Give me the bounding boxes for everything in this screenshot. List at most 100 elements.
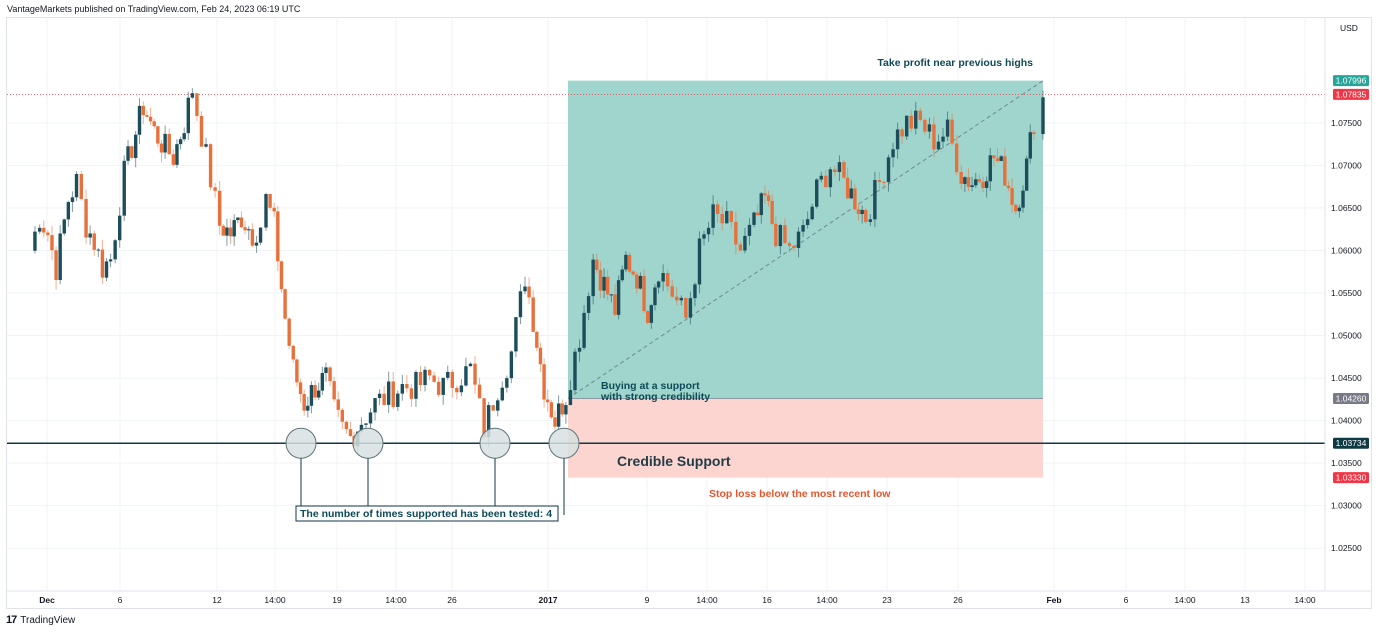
candle-body: [763, 193, 767, 196]
candle-down: [535, 330, 539, 352]
candle-up: [309, 381, 314, 414]
candle-body: [684, 297, 688, 318]
candle-body: [1003, 156, 1007, 186]
candlestick-chart[interactable]: The number of times supported has been t…: [7, 18, 1371, 608]
candle-body: [774, 223, 778, 247]
candle-up: [556, 395, 561, 431]
candle-body: [500, 387, 504, 401]
candle-down: [418, 366, 423, 392]
support-test-circle: [352, 427, 384, 459]
trade-zones: [7, 80, 1325, 478]
candle-down: [642, 268, 646, 313]
candle-up: [1041, 90, 1045, 140]
candle-body: [167, 133, 171, 155]
candle-body: [283, 289, 287, 319]
candle-down: [195, 93, 199, 121]
candle-body: [697, 238, 702, 285]
candle-up: [258, 227, 263, 246]
candle-body: [824, 175, 828, 188]
candle-up: [796, 227, 801, 258]
candle-up: [586, 292, 591, 321]
candle-body: [62, 219, 66, 234]
candle-body: [613, 294, 617, 315]
candle-up: [523, 276, 527, 295]
candle-down: [774, 216, 778, 248]
candle-body: [977, 179, 982, 182]
candle-body: [873, 180, 877, 220]
candle-down: [250, 223, 255, 248]
candle-body: [766, 195, 771, 201]
candle-body: [624, 254, 628, 270]
currency-label: USD: [1340, 23, 1358, 33]
candle-up: [459, 379, 464, 397]
candle-up: [970, 176, 974, 192]
candle-body: [364, 423, 368, 425]
candle-body: [104, 261, 109, 278]
brand-name: TradingView: [20, 614, 76, 626]
support-test-circle: [479, 427, 511, 459]
candle-up: [117, 207, 122, 248]
candle-up: [163, 125, 167, 159]
candle-down: [763, 185, 767, 204]
candle-body: [46, 232, 50, 236]
candle-body: [382, 393, 386, 405]
candle-up: [688, 291, 693, 325]
candle-body: [313, 385, 317, 398]
candle-down: [298, 379, 303, 403]
candle-down: [268, 193, 272, 211]
candle-body: [984, 181, 989, 188]
candle-body: [309, 385, 314, 406]
candle-up: [377, 389, 382, 406]
candle-up: [126, 140, 130, 165]
candle-up: [232, 214, 236, 246]
candle-body: [531, 297, 535, 332]
candle-up: [104, 258, 109, 282]
candle-body: [70, 197, 75, 203]
candle-body: [348, 429, 353, 436]
candle-up: [137, 98, 142, 145]
candle-body: [638, 275, 643, 289]
candle-body: [208, 144, 213, 188]
candle-body: [631, 271, 635, 275]
candle-body: [546, 399, 550, 403]
candle-down: [491, 404, 495, 411]
candle-down: [645, 310, 650, 325]
candle-up: [649, 304, 654, 329]
time-tick-label: 12: [212, 595, 222, 605]
price-tick-label: 1.04000: [1331, 416, 1362, 426]
candle-body: [368, 412, 373, 424]
candle-body: [336, 399, 340, 410]
candle-up: [317, 382, 321, 401]
candle-body: [900, 129, 904, 137]
candle-up: [988, 147, 992, 191]
candle-up: [810, 203, 814, 221]
candle-body: [1017, 207, 1022, 212]
candle-up: [1028, 124, 1032, 164]
candle-up: [468, 362, 473, 367]
candle-body: [113, 240, 117, 260]
candle-body: [923, 119, 927, 132]
candle-down: [450, 369, 454, 398]
candle-down: [287, 317, 291, 350]
candle-down: [729, 210, 733, 229]
candle-up: [396, 390, 400, 411]
candle-up: [414, 370, 418, 407]
candle-down: [228, 218, 233, 245]
candle-body: [787, 243, 792, 246]
candle-down: [328, 366, 332, 387]
candle-body: [649, 305, 654, 323]
candle-body: [853, 188, 857, 210]
candle-body: [491, 405, 495, 411]
candle-down: [635, 271, 639, 294]
time-tick-label: 19: [332, 595, 342, 605]
candle-up: [386, 371, 391, 414]
tradingview-brand[interactable]: 17 TradingView: [6, 614, 75, 626]
candle-body: [213, 187, 217, 191]
candle-body: [959, 172, 963, 184]
candle-body: [661, 272, 665, 282]
stop-loss-zone: [568, 398, 1043, 478]
candle-body: [182, 133, 186, 140]
candle-down: [1032, 129, 1036, 140]
candle-body: [505, 378, 509, 388]
candle-body: [145, 115, 149, 117]
